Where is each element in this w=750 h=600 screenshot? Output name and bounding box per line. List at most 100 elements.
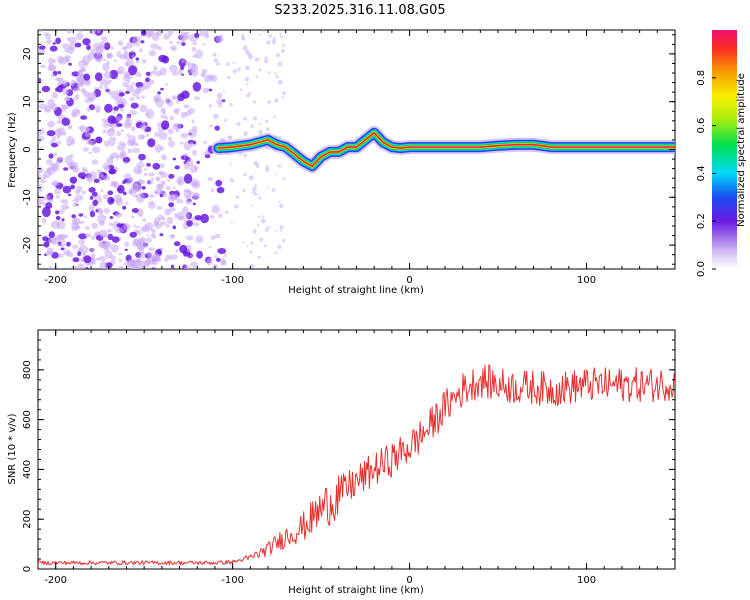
noise-blob bbox=[277, 79, 283, 85]
noise-blob bbox=[279, 225, 284, 230]
noise-blob bbox=[236, 121, 241, 126]
snr-y-tick-label: 200 bbox=[22, 510, 33, 529]
noise-blob bbox=[239, 88, 243, 92]
noise-blob bbox=[132, 35, 142, 47]
noise-blob bbox=[203, 140, 208, 144]
noise-blob bbox=[266, 40, 271, 45]
noise-blob bbox=[258, 68, 262, 72]
noise-blob bbox=[282, 43, 286, 47]
noise-blob bbox=[46, 159, 53, 166]
noise-blob bbox=[53, 236, 57, 240]
noise-blob bbox=[277, 244, 282, 250]
noise-blob bbox=[243, 172, 247, 177]
noise-blob bbox=[94, 72, 103, 82]
noise-blob bbox=[84, 79, 91, 87]
noise-blob bbox=[95, 136, 103, 144]
noise-blob bbox=[141, 95, 145, 99]
noise-blob bbox=[124, 71, 131, 78]
noise-blob bbox=[91, 159, 99, 165]
noise-blob bbox=[125, 115, 131, 122]
noise-blob bbox=[170, 264, 175, 269]
noise-blob bbox=[65, 96, 71, 101]
noise-blob bbox=[204, 74, 212, 83]
noise-blob bbox=[132, 147, 140, 154]
snr-y-tick-label: 600 bbox=[22, 410, 33, 429]
noise-blob bbox=[101, 36, 108, 42]
noise-blob bbox=[118, 252, 123, 256]
noise-blob bbox=[148, 49, 157, 57]
noise-blob bbox=[163, 33, 171, 40]
noise-blob bbox=[66, 251, 74, 258]
noise-blob bbox=[160, 107, 166, 114]
noise-blob bbox=[142, 218, 147, 222]
noise-blob bbox=[72, 257, 80, 263]
noise-blob bbox=[266, 186, 269, 189]
noise-blob bbox=[183, 173, 193, 184]
noise-blob bbox=[119, 150, 127, 159]
noise-blob bbox=[84, 226, 90, 230]
noise-blob bbox=[122, 180, 126, 185]
noise-blob bbox=[164, 83, 169, 86]
noise-blob bbox=[229, 178, 235, 183]
noise-blob bbox=[209, 88, 213, 92]
noise-blob bbox=[212, 113, 219, 120]
noise-blob bbox=[82, 253, 87, 257]
noise-blob bbox=[125, 57, 135, 68]
noise-blob bbox=[156, 176, 161, 182]
noise-blob bbox=[136, 168, 142, 174]
spectrogram-y-label: Frequency (Hz) bbox=[7, 112, 18, 188]
noise-blob bbox=[154, 144, 163, 153]
noise-blob bbox=[62, 43, 69, 49]
noise-blob bbox=[49, 45, 58, 52]
noise-blob bbox=[91, 92, 96, 97]
noise-blob bbox=[232, 69, 237, 74]
spectrogram-x-tick-label: -200 bbox=[44, 275, 67, 286]
noise-blob bbox=[162, 156, 167, 161]
noise-blob bbox=[62, 87, 69, 96]
noise-blob bbox=[78, 60, 87, 69]
noise-blob bbox=[139, 124, 148, 130]
noise-blob bbox=[203, 150, 211, 156]
noise-blob bbox=[134, 183, 142, 193]
noise-blob bbox=[267, 100, 272, 104]
noise-blob bbox=[214, 233, 221, 239]
noise-blob bbox=[109, 216, 114, 219]
noise-blob bbox=[38, 45, 46, 50]
noise-blob bbox=[172, 71, 179, 76]
colorbar-tick-label: 0.4 bbox=[696, 165, 707, 181]
noise-blob bbox=[118, 258, 123, 263]
noise-blob bbox=[48, 64, 57, 71]
noise-blob bbox=[249, 263, 255, 269]
noise-blob bbox=[38, 196, 44, 205]
noise-blob bbox=[161, 217, 166, 220]
noise-blob bbox=[103, 208, 110, 214]
noise-blob bbox=[126, 84, 135, 93]
noise-blob bbox=[177, 216, 185, 221]
noise-blob bbox=[277, 164, 282, 168]
noise-blob bbox=[107, 196, 115, 205]
noise-blob bbox=[215, 179, 223, 187]
colorbar-tick-label: 0.2 bbox=[696, 213, 707, 229]
colorbar-label: Normalized spectral amplitude bbox=[736, 73, 747, 227]
noise-blob bbox=[124, 241, 130, 247]
noise-blob bbox=[96, 30, 101, 34]
noise-blob bbox=[38, 30, 44, 33]
noise-blob bbox=[250, 241, 254, 245]
noise-blob bbox=[84, 127, 91, 132]
noise-blob bbox=[143, 168, 148, 171]
noise-blob bbox=[49, 240, 54, 244]
noise-blob bbox=[210, 235, 216, 240]
noise-blob bbox=[46, 167, 56, 175]
noise-blob bbox=[71, 111, 77, 118]
noise-blob bbox=[131, 90, 140, 97]
noise-blob bbox=[192, 202, 196, 206]
spectrogram-y-tick-label: 20 bbox=[22, 48, 33, 61]
noise-blob bbox=[38, 166, 44, 174]
noise-blob bbox=[135, 60, 140, 64]
noise-blob bbox=[54, 128, 63, 137]
noise-blob bbox=[58, 209, 65, 214]
noise-blob bbox=[162, 182, 166, 185]
noise-blob bbox=[41, 85, 51, 93]
noise-blob bbox=[137, 179, 143, 183]
noise-blob bbox=[279, 203, 284, 209]
